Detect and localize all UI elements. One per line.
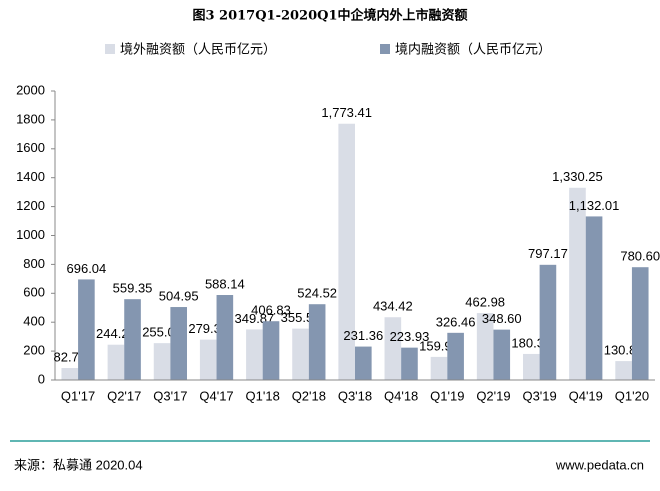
bar bbox=[199, 339, 217, 380]
bar bbox=[170, 307, 187, 380]
y-tick-label: 400 bbox=[23, 314, 45, 329]
bar bbox=[585, 216, 603, 380]
x-tick-label: Q1'17 bbox=[61, 388, 95, 403]
y-tick-label: 600 bbox=[23, 285, 45, 300]
bar bbox=[493, 329, 511, 380]
bar bbox=[246, 329, 263, 380]
website: www.pedata.cn bbox=[555, 457, 644, 472]
bar bbox=[631, 267, 649, 380]
bar bbox=[107, 344, 125, 380]
legend-label: 境外融资额（人民币亿元） bbox=[120, 41, 276, 56]
value-label: 696.04 bbox=[67, 261, 107, 276]
y-tick-label: 0 bbox=[38, 371, 45, 386]
bar bbox=[124, 299, 141, 380]
value-label: 231.36 bbox=[343, 328, 383, 343]
bar bbox=[78, 279, 95, 380]
y-tick-label: 1800 bbox=[16, 111, 45, 126]
x-tick-label: Q1'20 bbox=[615, 388, 649, 403]
value-label: 348.60 bbox=[482, 311, 522, 326]
value-label: 326.46 bbox=[436, 314, 476, 329]
value-label: 1,773.41 bbox=[321, 105, 372, 120]
y-tick-label: 2000 bbox=[16, 82, 45, 97]
bar bbox=[292, 328, 309, 380]
bar bbox=[401, 347, 418, 380]
bar bbox=[262, 321, 280, 380]
y-tick-label: 1400 bbox=[16, 169, 45, 184]
value-label: 82.75 bbox=[53, 349, 86, 364]
bar bbox=[153, 343, 171, 380]
y-tick-label: 1000 bbox=[16, 227, 45, 242]
x-tick-label: Q2'19 bbox=[476, 388, 510, 403]
x-tick-label: Q4'18 bbox=[384, 388, 418, 403]
value-label: 780.60 bbox=[620, 249, 660, 264]
bar bbox=[447, 332, 464, 380]
y-tick-label: 800 bbox=[23, 256, 45, 271]
legend-label: 境内融资额（人民币亿元） bbox=[395, 41, 551, 56]
y-tick-label: 1600 bbox=[16, 140, 45, 155]
bar bbox=[430, 356, 448, 380]
chart-title: 图3 2017Q1-2020Q1中企境内外上市融资额 bbox=[192, 8, 467, 24]
value-label: 1,330.25 bbox=[552, 169, 603, 184]
x-tick-label: Q1'18 bbox=[246, 388, 280, 403]
value-label: 1,132.01 bbox=[569, 198, 620, 213]
x-tick-label: Q4'19 bbox=[569, 388, 603, 403]
value-label: 406.83 bbox=[251, 303, 291, 318]
bar bbox=[308, 304, 326, 380]
legend-swatch bbox=[380, 44, 390, 54]
bar bbox=[569, 187, 586, 380]
bar bbox=[384, 317, 402, 380]
source: 来源：私募通 2020.04 bbox=[14, 457, 143, 472]
value-label: 559.35 bbox=[113, 281, 153, 296]
value-label: 797.17 bbox=[528, 246, 568, 261]
bar bbox=[523, 353, 540, 380]
value-label: 504.95 bbox=[159, 288, 199, 303]
x-tick-label: Q4'17 bbox=[199, 388, 233, 403]
value-label: 588.14 bbox=[205, 276, 245, 291]
x-tick-label: Q3'19 bbox=[522, 388, 556, 403]
bar bbox=[539, 264, 557, 380]
bar bbox=[355, 346, 372, 380]
bar bbox=[338, 123, 355, 381]
x-tick-label: Q1'19 bbox=[430, 388, 464, 403]
bar bbox=[615, 361, 632, 380]
value-label: 462.98 bbox=[465, 295, 505, 310]
y-tick-label: 1200 bbox=[16, 198, 45, 213]
bar bbox=[61, 368, 79, 380]
value-label: 434.42 bbox=[373, 299, 413, 314]
legend-swatch bbox=[105, 44, 115, 54]
value-label: 223.93 bbox=[390, 329, 430, 344]
bar bbox=[216, 295, 234, 380]
x-tick-label: Q3'18 bbox=[338, 388, 372, 403]
x-tick-label: Q2'17 bbox=[107, 388, 141, 403]
x-tick-label: Q2'18 bbox=[292, 388, 326, 403]
x-tick-label: Q3'17 bbox=[153, 388, 187, 403]
y-tick-label: 200 bbox=[23, 343, 45, 358]
value-label: 524.52 bbox=[297, 286, 337, 301]
bar bbox=[476, 313, 494, 380]
